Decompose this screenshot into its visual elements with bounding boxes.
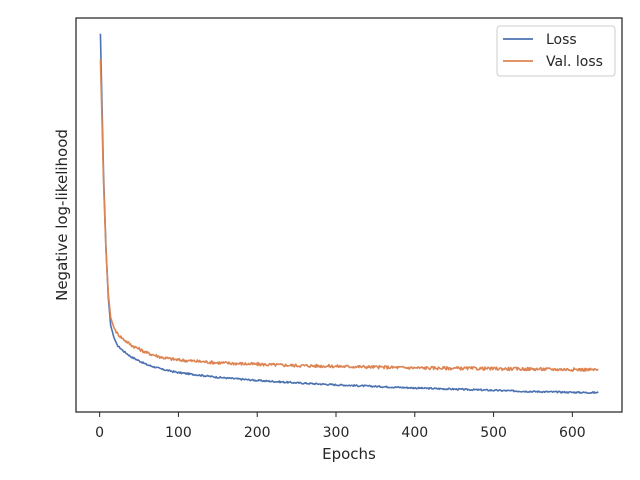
series-line-loss <box>99 33 599 395</box>
x-axis-ticks: 0 100 200 300 400 500 600 <box>95 412 586 441</box>
series-line-val-loss <box>99 59 599 372</box>
legend-label: Val. loss <box>546 54 603 70</box>
x-tick-label: 400 <box>401 425 428 441</box>
series-lines <box>99 33 599 395</box>
y-axis-label: Negative log-likelihood <box>53 129 71 301</box>
x-tick-label: 0 <box>95 425 104 441</box>
x-tick-label: 100 <box>165 425 192 441</box>
legend-label: Loss <box>546 32 577 48</box>
x-tick-label: 300 <box>323 425 350 441</box>
x-tick-label: 500 <box>480 425 507 441</box>
x-axis-label: Epochs <box>322 445 376 463</box>
x-tick-label: 200 <box>244 425 271 441</box>
legend: Loss Val. loss <box>496 25 616 77</box>
x-tick-label: 600 <box>559 425 586 441</box>
plot-area <box>75 17 623 413</box>
